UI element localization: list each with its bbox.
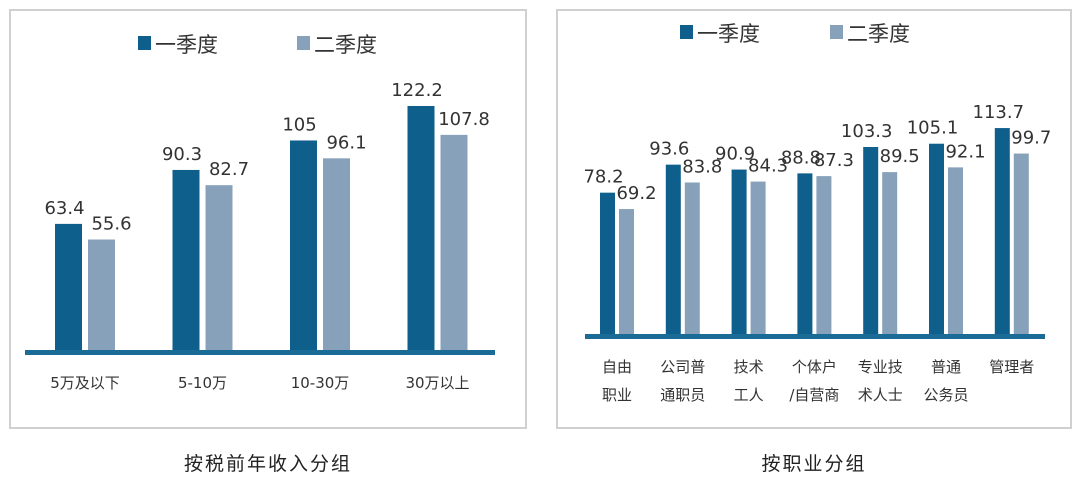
x-tick-label: 工人 [734,386,764,404]
x-tick-label: 公司普 [660,358,705,376]
bar [600,192,615,335]
bar [88,239,115,351]
data-label: 96.1 [326,132,366,153]
bar [619,209,634,335]
x-tick-label: 职业 [602,386,632,404]
bar [994,128,1010,335]
data-label: 105.1 [907,118,959,139]
chart-title-occupation: 按职业分组 [761,453,866,475]
data-label: 92.1 [945,141,985,162]
bar [323,158,350,351]
bar [684,182,700,335]
data-label: 88.8 [781,147,821,168]
data-label: 90.3 [162,144,202,165]
x-tick-label: 10-30万 [291,374,350,392]
x-tick-label: 5万及以下 [50,374,120,392]
bar [172,169,200,351]
x-tick-label: 30万以上 [405,374,469,392]
x-tick-label: /自营商 [789,386,839,404]
x-tick-label: 通职员 [660,386,705,404]
bar [750,181,766,335]
x-tick-label: 专业技 [858,358,903,376]
chart-frame-occupation [556,9,1072,429]
data-label: 103.3 [841,121,893,142]
data-label: 84.3 [748,156,788,177]
legend-label-1: 一季度 [697,22,760,46]
legend-label-1: 一季度 [155,33,218,57]
bar [929,143,944,335]
bar [55,223,82,351]
chart-title-income: 按税前年收入分组 [184,453,352,475]
bar [290,140,317,351]
data-label: 55.6 [91,214,131,235]
x-axis [25,350,495,355]
data-label: 99.7 [1011,128,1051,149]
data-label: 107.8 [438,109,490,130]
x-tick-label: 自由 [602,358,632,376]
bar [816,176,832,335]
chart-frame-income [9,9,527,429]
data-label: 82.7 [209,159,249,180]
data-label: 93.6 [649,139,689,160]
bar [797,173,813,335]
legend-label-2: 二季度 [847,22,910,46]
x-tick-label: 5-10万 [178,374,227,392]
legend-swatch-1 [680,25,693,39]
bar [1013,153,1029,335]
bar [948,167,963,335]
bar [882,172,898,335]
data-label: 83.8 [682,156,722,177]
data-label: 90.9 [715,144,755,165]
legend-swatch-1 [138,36,151,50]
bar [665,164,681,335]
bar [863,146,879,335]
x-tick-label: 管理者 [989,358,1034,376]
x-tick-label: 技术 [734,358,764,376]
data-label: 87.3 [814,150,854,171]
data-label: 122.2 [391,80,443,101]
data-label: 69.2 [616,183,656,204]
legend-swatch-2 [297,36,310,50]
data-label: 63.4 [44,198,84,219]
bar [731,169,747,335]
x-axis [585,334,1045,339]
data-label: 105 [282,114,316,135]
x-tick-label: 普通 [931,358,961,376]
data-label: 113.7 [973,102,1025,123]
x-tick-label: 个体户 [792,358,837,376]
data-label: 78.2 [583,167,623,188]
x-tick-label: 术人士 [858,386,903,404]
legend-swatch-2 [830,25,843,39]
bar [440,134,468,351]
bar [205,185,233,351]
legend-label-2: 二季度 [314,33,377,57]
data-label: 89.5 [880,146,920,167]
x-tick-label: 公务员 [923,386,968,404]
bar [407,105,435,351]
